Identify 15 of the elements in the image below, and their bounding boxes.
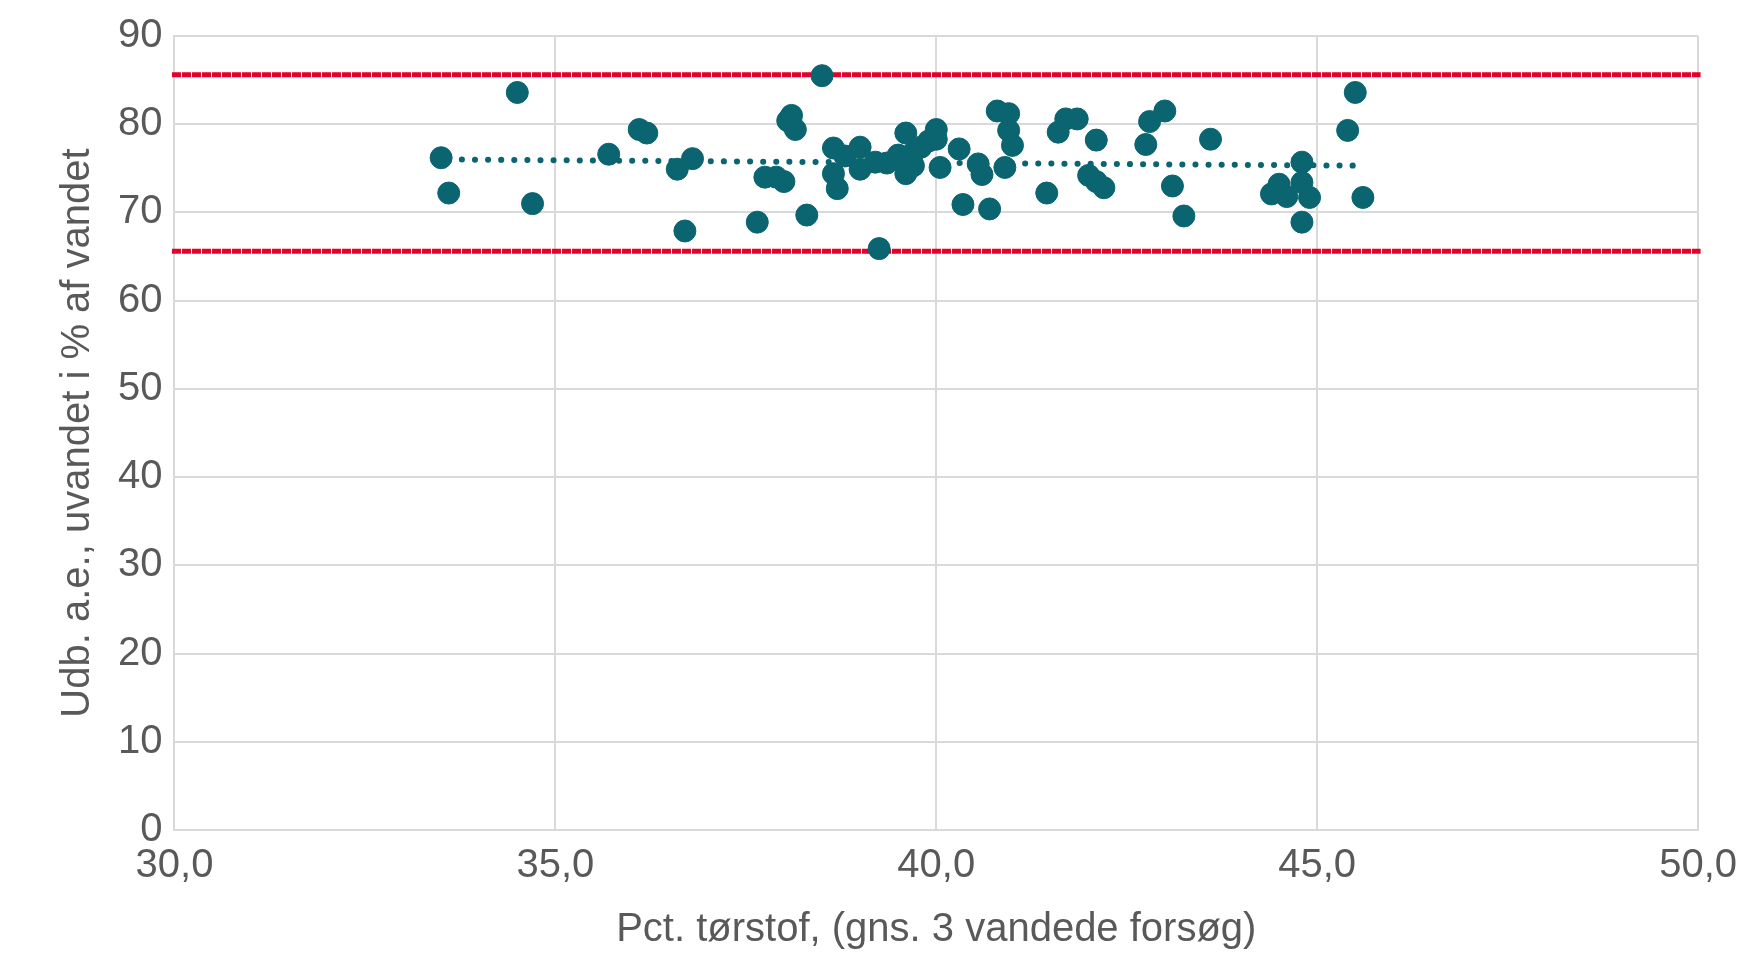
x-tick-label: 45,0 <box>1278 841 1357 886</box>
y-tick-label: 30 <box>117 540 163 585</box>
y-tick-label: 40 <box>117 452 163 497</box>
y-tick-label: 80 <box>117 99 163 144</box>
x-axis-title: Pct. tørstof, (gns. 3 vandede forsøg) <box>616 905 1257 950</box>
y-tick-label: 90 <box>117 11 163 56</box>
y-tick-label: 70 <box>117 187 163 232</box>
x-tick-label: 50,0 <box>1659 841 1737 886</box>
x-tick-label: 35,0 <box>516 841 595 886</box>
x-tick-label: 40,0 <box>897 841 976 886</box>
y-tick-label: 10 <box>117 716 163 761</box>
y-tick-label: 20 <box>117 628 163 673</box>
y-axis-title: Udb. a.e., uvandet i % af vandet <box>53 148 98 718</box>
y-tick-label: 50 <box>117 363 163 408</box>
y-tick-label: 60 <box>117 275 163 320</box>
